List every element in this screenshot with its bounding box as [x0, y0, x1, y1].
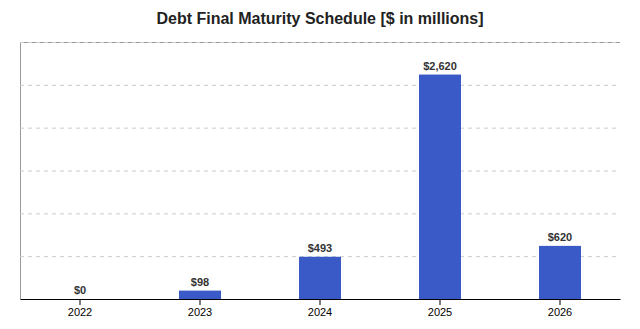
y-tick — [20, 85, 620, 86]
data-label: $493 — [308, 242, 332, 254]
tick-mark — [200, 299, 201, 305]
bars — [179, 75, 581, 299]
grid-line — [20, 128, 620, 129]
x-tick: 2022 — [68, 299, 92, 318]
y-axis — [20, 43, 620, 300]
x-tick-label: 2024 — [308, 306, 332, 318]
y-tick — [20, 171, 620, 172]
data-label: $620 — [548, 231, 572, 243]
grid-line — [20, 85, 620, 86]
tick-mark — [440, 299, 441, 305]
x-tick-label: 2025 — [428, 306, 452, 318]
chart-svg: Debt Final Maturity Schedule [$ in milli… — [0, 0, 640, 329]
data-label: $0 — [74, 284, 86, 296]
grid-line — [20, 171, 620, 172]
data-labels: $0 $98 $493 $2,620 $620 — [74, 60, 572, 296]
tick-mark — [80, 299, 81, 305]
x-tick: 2025 — [428, 299, 452, 318]
x-tick-label: 2026 — [548, 306, 572, 318]
x-tick: 2026 — [548, 299, 572, 318]
tick-mark — [320, 299, 321, 305]
data-label: $2,620 — [423, 60, 457, 72]
y-axis-line — [21, 43, 621, 300]
x-tick-label: 2023 — [188, 306, 212, 318]
bar — [179, 291, 221, 299]
bar — [419, 75, 461, 299]
y-tick — [20, 213, 620, 214]
bar — [299, 257, 341, 299]
bar — [539, 246, 581, 299]
grid-line — [20, 213, 620, 214]
y-tick — [20, 128, 620, 129]
tick-mark — [560, 299, 561, 305]
bar — [59, 299, 101, 300]
data-label: $98 — [191, 276, 209, 288]
x-tick-label: 2022 — [68, 306, 92, 318]
x-tick: 2023 — [188, 299, 212, 318]
plot-area: 2022 2023 2024 2025 2026 $0 $98 $493 $2,620 $620 — [20, 43, 621, 318]
x-tick: 2024 — [308, 299, 332, 318]
x-axis: 2022 2023 2024 2025 2026 — [21, 299, 621, 318]
grid-line — [20, 42, 620, 43]
y-tick — [20, 42, 620, 43]
chart-title: Debt Final Maturity Schedule [$ in milli… — [156, 10, 483, 27]
